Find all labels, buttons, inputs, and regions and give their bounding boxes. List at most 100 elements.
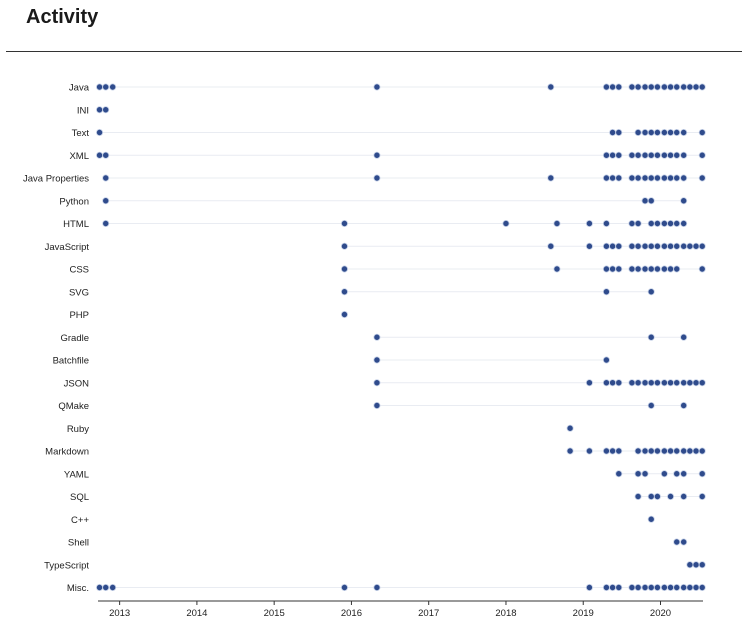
activity-dot: [602, 288, 610, 296]
row-qmake: QMake: [58, 401, 688, 412]
activity-dot: [667, 242, 675, 250]
row-label: SVG: [69, 287, 89, 298]
row-ini: INI: [77, 105, 110, 116]
activity-dot: [680, 333, 688, 341]
activity-dot: [634, 242, 642, 250]
row-ruby: Ruby: [67, 424, 574, 435]
title-divider: [6, 51, 742, 52]
activity-dot: [647, 151, 655, 159]
activity-dot: [653, 128, 661, 136]
row-label: CSS: [69, 265, 89, 276]
activity-dot: [641, 242, 649, 250]
activity-dot: [653, 492, 661, 500]
activity-dot: [609, 174, 617, 182]
row-java: Java: [69, 83, 706, 94]
activity-dot: [641, 265, 649, 273]
row-xml: XML: [69, 151, 706, 162]
activity-dot: [698, 584, 706, 592]
x-tick-label: 2014: [186, 608, 207, 619]
activity-dot: [547, 242, 555, 250]
activity-dot: [602, 83, 610, 91]
chart-rows: Java INI Text XML Java Properties Python HTML J…: [23, 83, 706, 594]
activity-dot: [647, 401, 655, 409]
activity-dot: [698, 447, 706, 455]
activity-dot: [680, 242, 688, 250]
activity-dot: [647, 197, 655, 205]
activity-dot: [680, 219, 688, 227]
activity-dot: [698, 174, 706, 182]
activity-dot: [615, 447, 623, 455]
activity-dot: [698, 128, 706, 136]
row-label: Text: [72, 128, 90, 139]
row-markdown: Markdown: [45, 447, 706, 458]
activity-dot: [547, 83, 555, 91]
activity-dot: [602, 265, 610, 273]
activity-dot: [667, 174, 675, 182]
activity-dot: [647, 288, 655, 296]
x-axis: 2013 2014 2015 2016 2017 2018 2019 2020: [98, 600, 703, 619]
activity-dot: [502, 219, 510, 227]
activity-dot: [641, 83, 649, 91]
activity-dot: [660, 470, 668, 478]
activity-dot: [673, 219, 681, 227]
row-label: JSON: [64, 378, 89, 389]
activity-dot: [373, 401, 381, 409]
activity-dot: [641, 379, 649, 387]
x-tick-label: 2020: [650, 608, 671, 619]
activity-dot: [553, 219, 561, 227]
activity-dot: [673, 379, 681, 387]
activity-dot: [653, 379, 661, 387]
activity-dot: [692, 83, 700, 91]
row-batchfile: Batchfile: [53, 356, 610, 367]
activity-dot: [673, 447, 681, 455]
activity-dot: [641, 197, 649, 205]
activity-dot: [660, 447, 668, 455]
activity-dot: [96, 106, 104, 114]
activity-dot: [667, 584, 675, 592]
activity-dot: [647, 492, 655, 500]
row-label: Ruby: [67, 424, 89, 435]
activity-dot: [673, 538, 681, 546]
activity-dot: [609, 128, 617, 136]
activity-dot: [667, 379, 675, 387]
activity-dot: [609, 242, 617, 250]
activity-dot: [634, 584, 642, 592]
activity-dot: [680, 401, 688, 409]
activity-dot: [653, 219, 661, 227]
activity-dot: [680, 538, 688, 546]
activity-dot: [698, 561, 706, 569]
activity-dot: [609, 379, 617, 387]
activity-dot: [660, 128, 668, 136]
activity-dot: [602, 584, 610, 592]
row-label: C++: [71, 515, 89, 526]
activity-dot: [686, 379, 694, 387]
row-cpp: C++: [71, 515, 655, 526]
activity-dot: [102, 219, 110, 227]
row-label: Misc.: [67, 583, 89, 594]
activity-dot: [680, 470, 688, 478]
row-html: HTML: [63, 219, 688, 230]
row-misc: Misc.: [67, 583, 706, 594]
activity-dot: [96, 151, 104, 159]
activity-dot: [96, 584, 104, 592]
activity-dot: [641, 151, 649, 159]
activity-dot: [667, 265, 675, 273]
activity-dot: [634, 151, 642, 159]
activity-dot: [680, 128, 688, 136]
activity-dot: [585, 379, 593, 387]
row-label: PHP: [69, 310, 89, 321]
activity-dot: [602, 151, 610, 159]
activity-dot: [647, 333, 655, 341]
row-label: QMake: [58, 401, 89, 412]
row-gradle: Gradle: [60, 333, 688, 344]
row-python: Python: [59, 196, 688, 207]
row-label: Python: [59, 196, 89, 207]
activity-dot: [698, 470, 706, 478]
x-tick-label: 2017: [418, 608, 439, 619]
activity-dot: [680, 447, 688, 455]
activity-dot: [566, 447, 574, 455]
activity-dot: [692, 561, 700, 569]
activity-dot: [615, 151, 623, 159]
row-label: Shell: [68, 538, 89, 549]
activity-dot: [340, 288, 348, 296]
